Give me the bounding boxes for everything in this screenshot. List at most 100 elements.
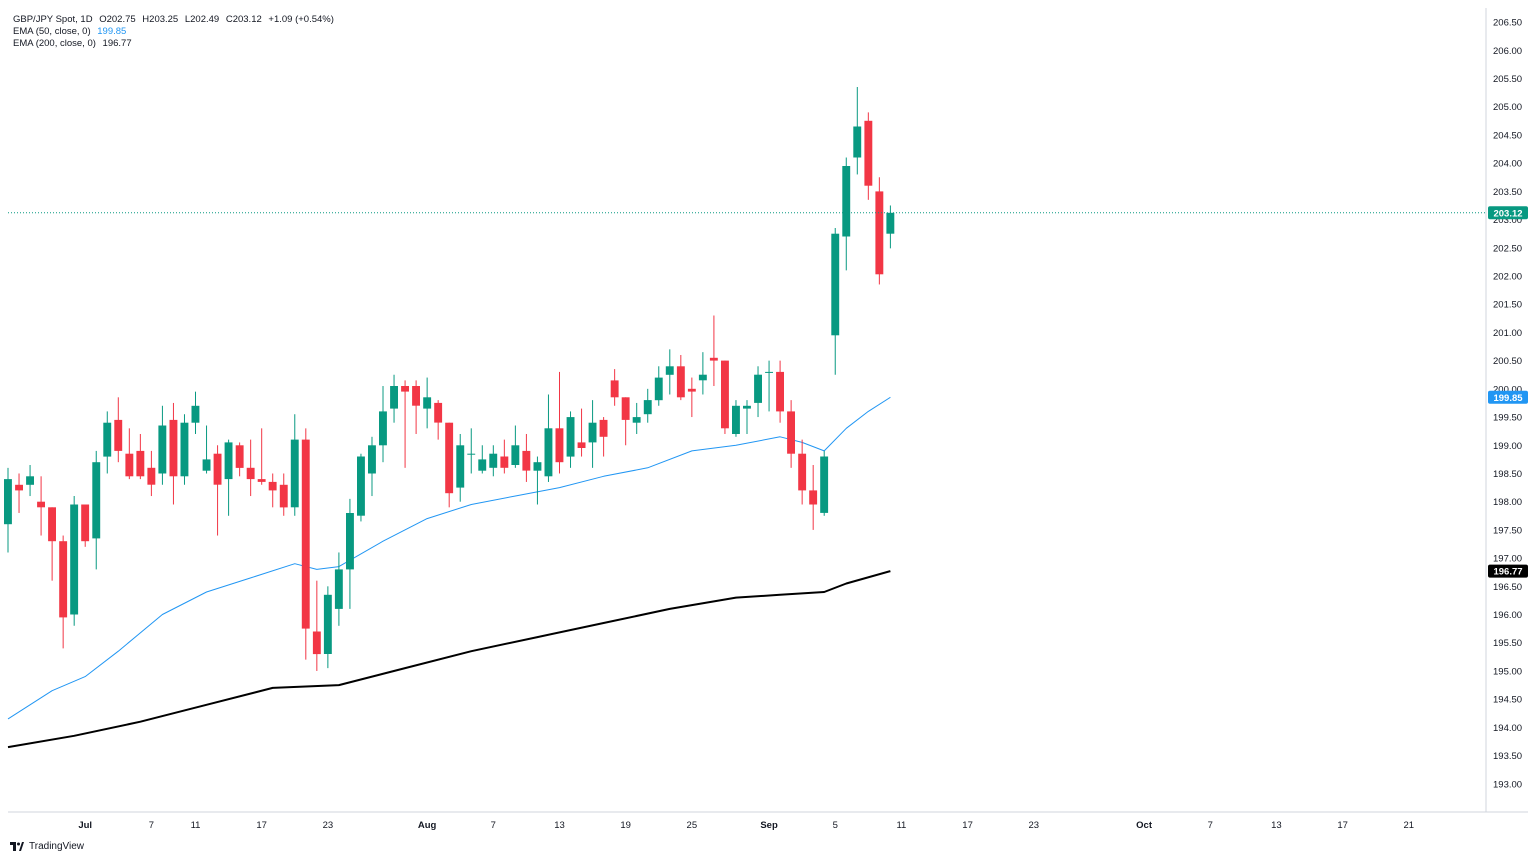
legend-ema200-row: EMA (200, close, 0) 196.77: [13, 38, 334, 50]
y-tick-label: 195.00: [1493, 666, 1522, 677]
x-tick-label: 25: [687, 820, 698, 831]
candle-body-up: [290, 439, 299, 508]
y-tick-label: 198.50: [1493, 469, 1522, 480]
candle-body-down: [301, 439, 310, 629]
candle-body-up: [765, 371, 773, 373]
candle-body-down: [169, 419, 178, 477]
candle-body-up: [732, 405, 740, 434]
x-tick-label: 11: [896, 820, 906, 831]
legend-ema50-value: 199.85: [97, 26, 127, 37]
candle-body-up: [103, 422, 112, 457]
x-axis[interactable]: Jul 7 11 17 23 Aug 7 13 19 25 Sep 5 11 17 23 Oct 7 13 17 21: [78, 820, 1414, 831]
candle-body-up: [654, 377, 663, 401]
tradingview-brand[interactable]: TradingView: [10, 841, 84, 852]
y-axis[interactable]: 193.00 193.50 194.00 194.50 195.00 195.50 196.…: [1493, 18, 1522, 791]
candle-body-up: [357, 456, 365, 516]
legend-ema200-value: 196.77: [102, 38, 132, 49]
candle-body-up: [390, 386, 398, 409]
candle-body-down: [48, 507, 56, 542]
legend-open: O202.75: [99, 14, 136, 25]
tradingview-brand-name: TradingView: [29, 841, 85, 852]
y-tick-label: 193.50: [1493, 751, 1522, 762]
x-tick-label: 7: [149, 820, 154, 831]
candle-body-up: [643, 400, 652, 415]
legend-ema200-label[interactable]: EMA (200, close, 0): [13, 38, 96, 49]
candle-body-up: [191, 405, 200, 423]
candle-body-down: [81, 504, 90, 542]
candle-body-up: [886, 212, 895, 234]
candle-body-up: [92, 462, 101, 539]
candle-body-up: [842, 166, 851, 237]
y-tick-label: 198.00: [1493, 497, 1522, 508]
x-tick-label: 17: [962, 820, 973, 831]
y-tick-label: 194.50: [1493, 695, 1522, 706]
x-tick-label: 5: [833, 820, 838, 831]
candle-body-up: [158, 425, 167, 474]
candle-body-up: [588, 422, 597, 443]
candle-body-down: [599, 419, 608, 437]
candle-body-up: [346, 513, 354, 570]
y-tick-label: 203.50: [1493, 187, 1522, 198]
x-tick-label: Oct: [1136, 820, 1153, 831]
candle-body-up: [202, 459, 211, 471]
candle-body-down: [577, 442, 586, 448]
y-tick-label: 204.50: [1493, 130, 1522, 141]
ema200-line: [7, 570, 891, 749]
legend-symbol[interactable]: GBP/JPY Spot, 1D: [13, 14, 93, 25]
candle-body-down: [235, 445, 244, 468]
legend-ema50-label[interactable]: EMA (50, close, 0): [13, 26, 91, 37]
candle-body-down: [621, 397, 630, 420]
candle-body-up: [323, 594, 332, 654]
y-tick-label: 199.50: [1493, 413, 1522, 424]
candle-body-up: [4, 479, 12, 525]
candle-body-up: [831, 233, 840, 336]
candle-body-down: [136, 450, 145, 477]
last-price-badge: 203.12: [1493, 208, 1522, 219]
ema200-badge-bg: [1488, 564, 1528, 578]
candle-body-up: [456, 445, 465, 488]
candle-body-up: [423, 397, 432, 409]
ema200-layer: [7, 570, 891, 749]
x-tick-label: 17: [256, 820, 267, 831]
x-tick-label: Aug: [418, 820, 437, 831]
candle-body-up: [544, 428, 553, 477]
x-tick-label: 11: [191, 820, 201, 831]
y-tick-label: 193.00: [1493, 779, 1522, 790]
price-badges: 203.12 199.85 196.77: [1488, 206, 1528, 578]
y-tick-label: 200.00: [1493, 384, 1522, 395]
candle-body-down: [125, 453, 134, 477]
candle-body-down: [279, 484, 288, 508]
legend-high: H203.25: [142, 14, 179, 25]
candle-body-down: [555, 428, 564, 463]
y-tick-label: 204.00: [1493, 159, 1522, 170]
candle-body-down: [776, 371, 784, 412]
candle-body-up: [467, 453, 476, 455]
ema50-badge: 199.85: [1493, 393, 1523, 404]
ema200-badge: 196.77: [1493, 567, 1522, 578]
candle-body-down: [798, 453, 807, 491]
candle-body-up: [478, 459, 487, 471]
y-tick-label: 203.00: [1493, 215, 1522, 226]
candle-body-up: [224, 442, 233, 480]
candle-body-up: [70, 504, 79, 615]
candle-body-down: [687, 388, 696, 392]
candle-body-up: [180, 422, 189, 477]
y-tick-label: 196.00: [1493, 610, 1522, 621]
candle-body-up: [566, 417, 575, 457]
candle-body-down: [721, 360, 729, 429]
legend-close: C203.12: [225, 14, 262, 25]
y-tick-label: 205.50: [1493, 74, 1522, 85]
candle-body-down: [709, 357, 718, 361]
candle-body-down: [37, 501, 45, 508]
candle-body-down: [147, 467, 156, 485]
legend-symbol-row: GBP/JPY Spot, 1D O202.75 H203.25 L202.49…: [13, 14, 334, 26]
candle-body-down: [312, 631, 321, 655]
y-tick-label: 200.50: [1493, 356, 1522, 367]
y-tick-label: 201.50: [1493, 300, 1522, 311]
candle-body-down: [213, 453, 222, 485]
candle-body-up: [743, 405, 751, 409]
x-tick-label: 23: [1028, 820, 1039, 831]
y-tick-label: 202.50: [1493, 243, 1522, 254]
candle-body-up: [632, 417, 641, 423]
